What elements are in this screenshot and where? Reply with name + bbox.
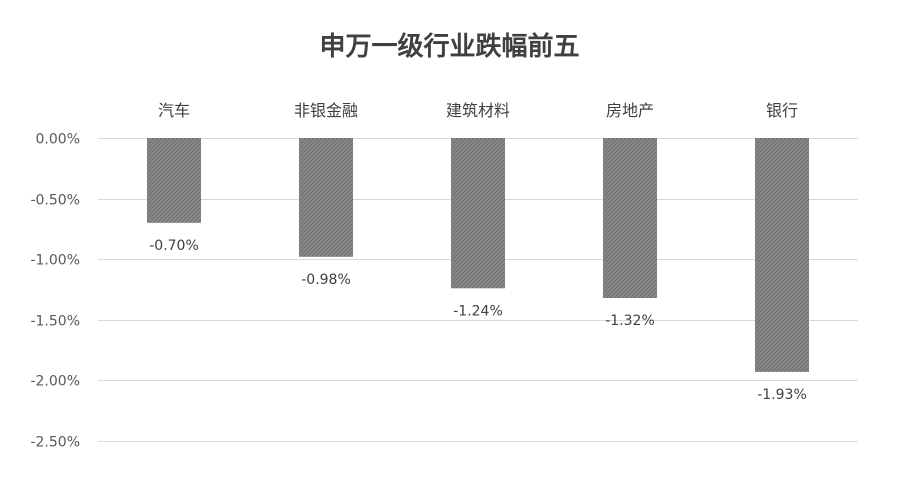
bar [603,138,657,298]
data-label: -1.24% [453,303,503,319]
bar [755,138,809,372]
y-tick-label: -1.00% [30,253,80,269]
y-axis-ticks: 0.00% -0.50% -1.00% -1.50% -2.00% -2.50% [30,132,80,451]
y-tick-label: -2.50% [30,435,80,451]
category-label: 房地产 [606,101,654,120]
y-tick-label: -1.50% [30,314,80,330]
y-tick-label: -2.00% [30,374,80,390]
category-label: 汽车 [158,101,190,120]
category-label: 非银金融 [294,101,358,120]
category-label: 银行 [766,101,798,120]
data-label: -1.93% [757,387,807,403]
data-labels: -0.70% -0.98% -1.24% -1.32% -1.93% [149,238,807,403]
bar [147,138,201,223]
category-label: 建筑材料 [446,101,510,120]
data-label: -1.32% [605,313,655,329]
bar [299,138,353,257]
y-tick-label: 0.00% [36,132,80,148]
y-tick-label: -0.50% [30,193,80,209]
data-label: -0.70% [149,238,199,254]
chart-title: 申万一级行业跌幅前五 [319,32,580,62]
category-labels: 汽车 非银金融 建筑材料 房地产 银行 [158,101,798,120]
bar [451,138,505,289]
bars [147,138,809,372]
data-label: -0.98% [301,272,351,288]
